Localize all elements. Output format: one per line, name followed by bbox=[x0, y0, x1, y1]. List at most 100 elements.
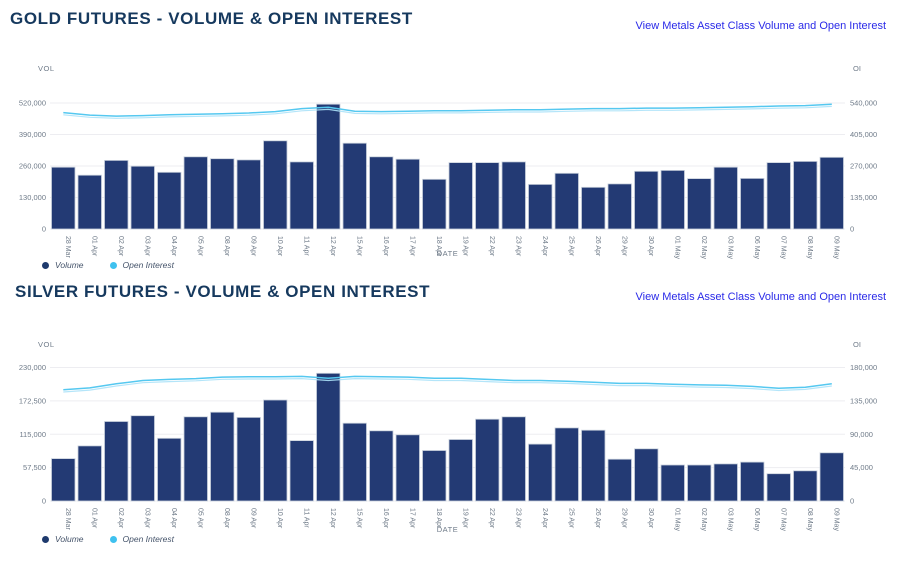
volume-bar[interactable] bbox=[448, 439, 473, 502]
volume-bar[interactable] bbox=[607, 183, 632, 230]
volume-legend-dot-icon bbox=[42, 535, 49, 543]
silver-volume-oi-chart[interactable]: VOL OI 230,000 172,500 115,000 57,500 0 180,000… bbox=[0, 330, 900, 542]
volume-bar[interactable] bbox=[342, 422, 367, 502]
volume-bar[interactable] bbox=[183, 156, 208, 230]
volume-bar[interactable] bbox=[475, 162, 500, 230]
volume-bar[interactable] bbox=[316, 372, 341, 502]
volume-bar[interactable] bbox=[687, 178, 712, 230]
silver-chart-title: SILVER FUTURES - VOLUME & OPEN INTEREST bbox=[15, 282, 431, 301]
volume-bar[interactable] bbox=[236, 417, 261, 502]
x-axis-tick: 09 Apr bbox=[249, 236, 256, 257]
volume-bar[interactable] bbox=[395, 434, 420, 502]
volume-bar[interactable] bbox=[740, 461, 765, 502]
silver-legend-item-open-interest[interactable]: Open Interest bbox=[109, 534, 174, 544]
volume-bar[interactable] bbox=[395, 158, 420, 230]
volume-bar[interactable] bbox=[422, 178, 447, 230]
volume-bar[interactable] bbox=[77, 445, 102, 502]
volume-bar[interactable] bbox=[210, 158, 235, 230]
volume-bar[interactable] bbox=[687, 464, 712, 502]
x-axis-tick: 28 Mar bbox=[64, 236, 71, 258]
volume-bar[interactable] bbox=[263, 140, 288, 230]
volume-bar[interactable] bbox=[819, 452, 844, 502]
volume-bar[interactable] bbox=[819, 156, 844, 230]
volume-bar[interactable] bbox=[51, 166, 76, 230]
x-axis-tick: 10 Apr bbox=[276, 236, 283, 257]
x-axis-tick: 07 May bbox=[779, 236, 786, 259]
volume-bar[interactable] bbox=[183, 416, 208, 502]
volume-bar[interactable] bbox=[528, 183, 553, 230]
x-axis-tick: 22 Apr bbox=[488, 508, 495, 529]
volume-bar[interactable] bbox=[713, 166, 738, 230]
volume-bar[interactable] bbox=[501, 416, 526, 502]
volume-bar[interactable] bbox=[289, 161, 314, 230]
x-axis-tick: 06 May bbox=[753, 508, 760, 531]
silver-legend-item-volume[interactable]: Volume bbox=[42, 534, 84, 544]
x-axis-tick: 02 May bbox=[700, 508, 707, 531]
volume-legend-label: Volume bbox=[55, 260, 84, 270]
gold-legend-item-volume[interactable]: Volume bbox=[42, 260, 84, 270]
x-axis-tick: 04 Apr bbox=[170, 236, 177, 257]
volume-bar[interactable] bbox=[289, 440, 314, 502]
volume-bar[interactable] bbox=[740, 178, 765, 230]
x-axis-tick: 26 Apr bbox=[594, 236, 601, 257]
volume-bar[interactable] bbox=[369, 430, 394, 502]
volume-bar[interactable] bbox=[554, 427, 579, 502]
left-axis-title: VOL bbox=[38, 340, 55, 349]
open-interest-legend-dot-icon bbox=[109, 261, 117, 269]
volume-bar[interactable] bbox=[130, 415, 155, 502]
gold-volume-oi-chart[interactable]: VOL OI 520,000 390,000 260,000 130,000 0 540,00… bbox=[0, 55, 900, 260]
volume-bar[interactable] bbox=[210, 411, 235, 502]
volume-bar[interactable] bbox=[369, 156, 394, 230]
right-axis-title: OI bbox=[853, 64, 861, 73]
volume-bar[interactable] bbox=[501, 161, 526, 230]
volume-bar[interactable] bbox=[634, 448, 659, 502]
volume-bar[interactable] bbox=[581, 186, 606, 230]
volume-bar[interactable] bbox=[713, 463, 738, 502]
volume-bar[interactable] bbox=[104, 160, 129, 230]
x-axis-tick: 17 Apr bbox=[408, 508, 415, 529]
x-axis-tick: 29 Apr bbox=[620, 236, 627, 257]
gold-legend-item-open-interest[interactable]: Open Interest bbox=[109, 260, 174, 270]
x-axis-tick: 09 Apr bbox=[249, 508, 256, 529]
open-interest-line-echo bbox=[63, 105, 832, 119]
x-axis-tick: 09 May bbox=[832, 508, 839, 531]
x-axis-tick: 02 Apr bbox=[117, 508, 124, 529]
volume-bar[interactable] bbox=[422, 450, 447, 502]
volume-bar[interactable] bbox=[766, 162, 791, 230]
volume-bar[interactable] bbox=[342, 142, 367, 230]
volume-bar[interactable] bbox=[77, 174, 102, 230]
gold-view-metals-link[interactable]: View Metals Asset Class Volume and Open … bbox=[635, 20, 886, 32]
volume-bar[interactable] bbox=[104, 421, 129, 502]
volume-bar[interactable] bbox=[475, 418, 500, 502]
volume-bar[interactable] bbox=[263, 399, 288, 502]
x-axis-tick: 23 Apr bbox=[514, 236, 521, 257]
silver-view-metals-link[interactable]: View Metals Asset Class Volume and Open … bbox=[635, 291, 886, 303]
volume-bar[interactable] bbox=[157, 437, 182, 502]
right-axis-tick: 135,000 bbox=[850, 396, 877, 405]
volume-bar[interactable] bbox=[581, 429, 606, 502]
volume-bar[interactable] bbox=[607, 458, 632, 502]
volume-bar[interactable] bbox=[130, 165, 155, 230]
volume-bar[interactable] bbox=[51, 458, 76, 502]
volume-bar[interactable] bbox=[634, 170, 659, 230]
open-interest-line[interactable] bbox=[63, 103, 832, 117]
x-axis-tick: 23 Apr bbox=[514, 508, 521, 529]
volume-bar[interactable] bbox=[766, 473, 791, 502]
open-interest-line[interactable] bbox=[63, 375, 832, 391]
volume-bar[interactable] bbox=[793, 470, 818, 502]
volume-bar[interactable] bbox=[554, 172, 579, 230]
left-axis-tick: 390,000 bbox=[19, 130, 46, 139]
right-axis-tick: 180,000 bbox=[850, 363, 877, 372]
volume-bar[interactable] bbox=[793, 161, 818, 230]
x-axis-title: DATE bbox=[437, 525, 458, 534]
volume-bar[interactable] bbox=[660, 170, 685, 230]
volume-bar[interactable] bbox=[448, 162, 473, 230]
volume-bar[interactable] bbox=[157, 171, 182, 230]
x-axis-tick: 11 Apr bbox=[302, 508, 309, 528]
volume-bar[interactable] bbox=[316, 103, 341, 230]
volume-bar[interactable] bbox=[528, 443, 553, 502]
volume-bar[interactable] bbox=[236, 159, 261, 230]
x-axis-tick: 08 May bbox=[806, 508, 813, 531]
volume-bar[interactable] bbox=[660, 464, 685, 502]
x-axis-tick: 16 Apr bbox=[382, 508, 389, 529]
